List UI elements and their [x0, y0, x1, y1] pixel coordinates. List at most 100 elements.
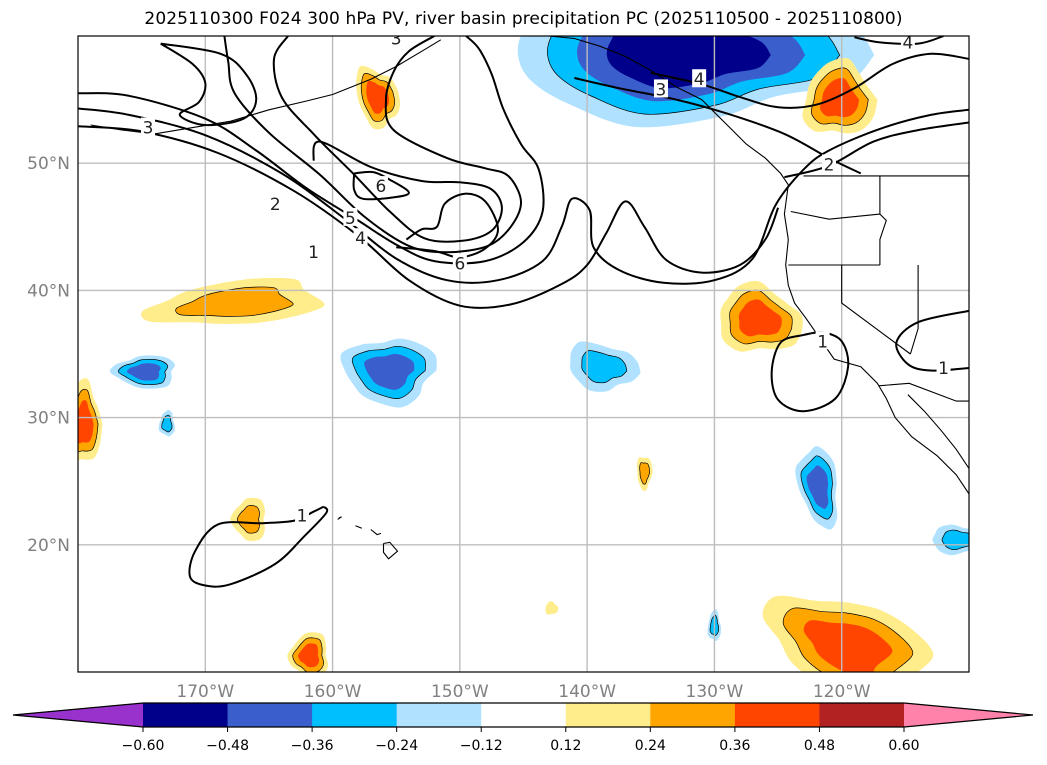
colorbar-tick-label: 0.12 — [550, 738, 581, 754]
precip-band — [545, 601, 559, 615]
colorbar-extend-max — [904, 703, 1033, 727]
contour-label-bg — [353, 228, 368, 247]
pv-contour-6 — [352, 170, 410, 201]
colorbar-segment — [312, 703, 398, 727]
coastline-big-island — [382, 541, 399, 560]
contour-label-bg — [343, 207, 358, 226]
contour-label-bg — [389, 36, 404, 47]
precip-region-tiny-positive-b — [545, 601, 559, 615]
coastline-us-west-coast — [783, 184, 969, 495]
pv-contour-4 — [650, 52, 969, 109]
gridlines — [78, 36, 969, 672]
precip-region-tiny-positive — [636, 457, 653, 491]
y-tick-label: 50°N — [27, 154, 70, 174]
precip-band — [126, 363, 161, 381]
pv-contour-label: 4 — [694, 70, 705, 90]
precip-region-mexico-offshore-negative — [795, 446, 838, 530]
colorbar-tick-label: −0.24 — [375, 738, 418, 754]
precip-band — [941, 529, 969, 551]
y-tick-label: 20°N — [27, 536, 70, 556]
pv-contour-label: 6 — [376, 177, 387, 197]
pv-contour-label: 2 — [824, 155, 835, 175]
pv-contour-1 — [770, 331, 850, 413]
colorbar-segment — [227, 703, 313, 727]
contour-label-bg — [815, 331, 830, 350]
precip-region-subtropic-negative-a — [109, 355, 175, 389]
map-background — [78, 36, 969, 672]
colorbar-segment — [819, 703, 905, 727]
pv-contour-label: 4 — [902, 33, 913, 53]
contour-label-bg — [936, 357, 951, 376]
coastline-ca-nv-border — [841, 265, 911, 355]
precip-band — [803, 620, 893, 672]
contour-label-bg — [821, 154, 836, 173]
colorbar-segment — [481, 703, 567, 727]
pv-contour-label: 3 — [143, 119, 154, 139]
precip-band — [820, 77, 860, 118]
pv-contour-label: 6 — [454, 255, 465, 275]
colorbar-tick-label: 0.60 — [888, 738, 919, 754]
pv-contour-label: 1 — [308, 243, 319, 263]
colorbar-segment — [396, 703, 482, 727]
pv-contour-1 — [78, 125, 780, 309]
pv-contour-label: 3 — [391, 30, 402, 50]
pv-contour-3 — [78, 36, 545, 265]
precip-band — [364, 353, 415, 390]
precip-band — [236, 505, 260, 534]
x-tick-label: 160°W — [304, 682, 362, 702]
y-tick-label: 30°N — [27, 409, 70, 429]
plot-frame — [77, 35, 970, 673]
colorbar-segment — [734, 703, 820, 727]
precip-band — [738, 299, 782, 337]
pv-contour-4 — [854, 36, 944, 46]
colorbar-tick-label: 0.24 — [635, 738, 666, 754]
pv-contour-label: 1 — [817, 332, 828, 352]
precip-region-baja-tip-negative — [932, 524, 969, 556]
coastline-hawaiian-islands — [337, 516, 342, 520]
pv-contour-4 — [223, 36, 523, 254]
colorbar-tick-label: −0.36 — [291, 738, 334, 754]
precip-region-small-negative — [158, 410, 175, 437]
colorbar-tick-label: −0.60 — [122, 738, 165, 754]
pv-contour-1 — [188, 505, 329, 588]
x-tick-label: 170°W — [176, 682, 234, 702]
coastline-alaska-south-coast — [447, 36, 789, 186]
precip-band — [806, 465, 829, 509]
pv-contour-6 — [396, 192, 499, 259]
x-tick-label: 130°W — [686, 682, 744, 702]
contour-label-bg — [373, 176, 388, 195]
pv-contours — [78, 36, 969, 588]
contour-label-bg — [268, 193, 283, 212]
colorbar-tick-label: −0.12 — [460, 738, 503, 754]
y-tick-label: 40°N — [27, 281, 70, 301]
coastline-baja-gulf-coast — [907, 394, 969, 469]
pv-contour-label: 1 — [938, 359, 949, 379]
contour-label-bg — [295, 505, 310, 524]
x-tick-label: 150°W — [431, 682, 489, 702]
precip-region-hawaii-west-positive — [230, 497, 265, 542]
colorbar: −0.60 −0.48 −0.36 −0.24 −0.12 0.12 0.24 0.36 0.4… — [12, 702, 1034, 754]
colorbar-tick-label: 0.36 — [719, 738, 750, 754]
pv-contour-label: 2 — [270, 195, 281, 215]
pv-contour-5 — [272, 36, 503, 243]
x-tick-labels: 170°W 160°W 150°W 140°W 130°W 120°W — [176, 682, 870, 702]
precip-band — [639, 462, 651, 485]
x-tick-label: 120°W — [813, 682, 871, 702]
colorbar-segment — [143, 703, 229, 727]
precip-band — [78, 400, 94, 444]
colorbar-tick-label: −0.48 — [206, 738, 249, 754]
colorbar-tick-label: 0.48 — [804, 738, 835, 754]
precip-region-west-edge-positive — [78, 378, 103, 461]
coastline-maui — [370, 529, 382, 536]
colorbar-segment — [565, 703, 651, 727]
precip-band — [298, 643, 320, 668]
precip-band — [161, 414, 173, 433]
pv-contour-1 — [895, 309, 969, 372]
coastline-nv-ut-border — [909, 265, 919, 355]
precip-region-subtropic-negative-b — [340, 338, 437, 408]
pv-contour-3 — [160, 42, 258, 127]
precip-band — [366, 80, 390, 114]
